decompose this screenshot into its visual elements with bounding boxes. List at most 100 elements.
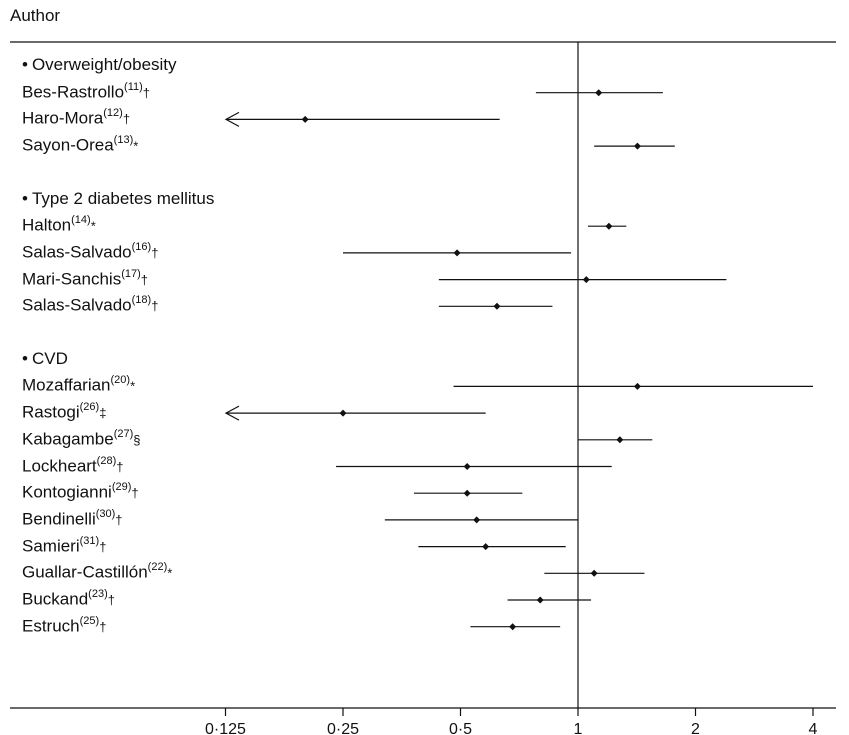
study-footnote-mark: †: [131, 485, 139, 501]
study-author: Halton: [22, 215, 72, 235]
point-estimate: [453, 249, 461, 257]
ci-truncation-arrow: [224, 405, 240, 421]
point-estimate: [633, 142, 641, 150]
study-footnote-mark: †: [151, 245, 159, 261]
study-reference: (23): [88, 588, 108, 600]
study-footnote-mark: ‡: [99, 405, 107, 421]
study-reference: (14): [71, 214, 91, 227]
bullet: •: [22, 55, 28, 74]
study-label: Halton(14)*: [22, 214, 96, 236]
x-tick-label: 0·25: [327, 721, 359, 735]
point-estimate: [582, 276, 590, 284]
study-reference: (26): [79, 401, 100, 414]
study-label: Kontogianni(29)†: [22, 481, 139, 503]
group-name: Overweight/obesity: [31, 55, 177, 74]
study-label: Lockheart(28)†: [22, 454, 124, 477]
x-tick-label: 0·5: [449, 721, 472, 735]
study-footnote-mark: †: [122, 112, 131, 128]
study-footnote-mark: †: [99, 619, 107, 635]
study-author: Guallar-Castillón: [22, 562, 148, 582]
bullet: •: [22, 188, 28, 208]
study-footnote-mark: *: [130, 379, 136, 395]
study-author: Lockheart: [22, 456, 97, 476]
study-label: Kabagambe(27)§: [22, 427, 141, 450]
study-label: Samieri(31)†: [22, 534, 107, 557]
group-heading: • CVD: [22, 349, 68, 369]
study-label: Salas-Salvado(18)†: [22, 294, 159, 316]
study-reference: (28): [96, 454, 117, 467]
study-reference: (29): [111, 481, 132, 494]
study-reference: (17): [121, 267, 141, 280]
study-label: Rastogi(26)‡: [22, 401, 107, 423]
study-footnote-mark: †: [116, 459, 124, 475]
study-label: Bes-Rastrollo(11)†: [22, 80, 151, 103]
point-estimate: [463, 489, 471, 497]
study-label: Sayon-Orea(13)*: [22, 134, 139, 156]
x-tick-label: 0·125: [205, 721, 246, 735]
study-footnote-mark: †: [107, 592, 115, 608]
study-author: Buckand: [22, 589, 89, 609]
study-author: Kabagambe: [22, 429, 114, 449]
study-footnote-mark: *: [167, 565, 173, 581]
point-estimate: [605, 222, 613, 230]
point-estimate: [301, 115, 309, 123]
study-reference: (18): [131, 294, 152, 307]
study-author: Mozaffarian: [22, 376, 111, 396]
x-tick-label: 1: [574, 721, 583, 735]
point-estimate: [463, 463, 471, 470]
study-label: Buckand(23)†: [22, 588, 115, 610]
study-author: Bes-Rastrollo: [22, 82, 125, 102]
study-author: Bendinelli: [22, 509, 96, 529]
point-estimate: [339, 409, 347, 417]
point-estimate: [473, 516, 481, 524]
study-author: Kontogianni: [22, 482, 112, 502]
study-footnote-mark: §: [133, 432, 141, 448]
study-author: Rastogi: [22, 402, 80, 422]
study-author: Samieri: [22, 536, 80, 556]
study-label: Salas-Salvado(16)†: [22, 240, 159, 263]
study-author: Mari-Sanchis: [22, 269, 122, 289]
study-footnote-mark: †: [140, 272, 148, 288]
point-estimate: [536, 596, 544, 604]
study-footnote-mark: †: [142, 85, 151, 101]
study-author: Haro-Mora: [22, 109, 104, 129]
study-reference: (11): [124, 80, 143, 93]
point-estimate: [590, 569, 598, 577]
point-estimate: [509, 623, 517, 631]
study-footnote-mark: †: [151, 298, 159, 314]
study-reference: (25): [79, 614, 100, 627]
study-reference: (30): [95, 507, 116, 520]
bullet: •: [22, 348, 28, 368]
point-estimate: [482, 543, 490, 551]
group-heading: • Overweight/obesity: [22, 55, 177, 75]
study-reference: (12): [103, 107, 123, 120]
study-label: Estruch(25)†: [22, 614, 107, 637]
study-footnote-mark: *: [133, 138, 139, 154]
study-label: Mari-Sanchis(17)†: [22, 267, 148, 290]
study-author: Estruch: [22, 616, 80, 636]
x-tick-label: 4: [809, 721, 818, 735]
study-label: Haro-Mora(12)†: [22, 107, 131, 129]
point-estimate: [633, 382, 641, 390]
x-tick-label: 2: [691, 721, 700, 735]
study-footnote-mark: †: [115, 512, 123, 528]
point-estimate: [493, 302, 501, 310]
study-author: Salas-Salvado: [22, 242, 132, 262]
study-reference: (16): [131, 240, 152, 253]
study-reference: (13): [113, 134, 134, 147]
study-footnote-mark: *: [90, 218, 96, 234]
point-estimate: [595, 89, 603, 97]
group-name: Type 2 diabetes mellitus: [31, 188, 215, 208]
study-reference: (31): [79, 534, 100, 547]
study-reference: (20): [110, 374, 131, 387]
study-footnote-mark: †: [99, 539, 107, 555]
group-name: CVD: [31, 348, 68, 368]
study-reference: (27): [113, 427, 134, 440]
study-label: Mozaffarian(20)*: [22, 374, 136, 396]
author-column-header: Author: [10, 6, 61, 25]
group-heading: • Type 2 diabetes mellitus: [22, 189, 214, 209]
study-author: Salas-Salvado: [22, 295, 132, 315]
study-author: Sayon-Orea: [22, 135, 114, 155]
study-reference: (22): [147, 561, 168, 574]
